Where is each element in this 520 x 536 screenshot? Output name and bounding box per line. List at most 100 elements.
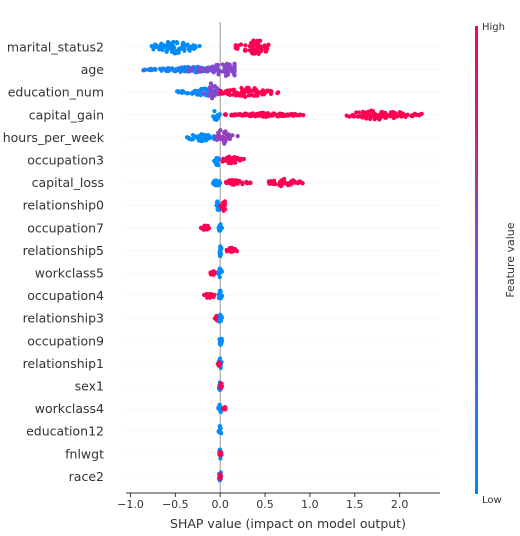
shap-point bbox=[279, 183, 284, 188]
shap-point bbox=[300, 181, 305, 186]
shap-point bbox=[152, 43, 157, 48]
shap-point bbox=[248, 41, 254, 46]
x-axis-title: SHAP value (impact on model output) bbox=[170, 516, 406, 531]
feature-label: relationship5 bbox=[23, 243, 104, 258]
shap-point bbox=[223, 180, 229, 185]
shap-point bbox=[368, 115, 373, 120]
shap-point bbox=[235, 133, 240, 139]
shap-point bbox=[196, 66, 202, 72]
shap-point bbox=[198, 138, 204, 144]
shap-point bbox=[402, 114, 408, 119]
shap-point bbox=[214, 117, 219, 122]
shap-point bbox=[240, 181, 245, 186]
shap-point bbox=[216, 72, 221, 77]
shap-point bbox=[174, 40, 179, 45]
shap-point bbox=[171, 68, 176, 73]
shap-point bbox=[232, 90, 238, 95]
shap-point bbox=[189, 66, 194, 71]
shap-point bbox=[234, 178, 239, 183]
shap-point bbox=[220, 203, 226, 208]
shap-point bbox=[266, 88, 272, 93]
shap-point bbox=[210, 292, 215, 297]
shap-point bbox=[219, 294, 225, 299]
shap-point bbox=[218, 456, 223, 461]
shap-point bbox=[276, 114, 281, 119]
shap-point bbox=[247, 89, 252, 94]
shap-point bbox=[215, 113, 220, 118]
x-tick-label: 2.0 bbox=[391, 498, 409, 511]
shap-point bbox=[255, 93, 260, 98]
shap-point bbox=[218, 452, 223, 457]
shap-point bbox=[225, 72, 231, 77]
shap-point bbox=[170, 43, 175, 48]
shap-point bbox=[181, 89, 186, 94]
shap-point bbox=[230, 133, 235, 138]
shap-point bbox=[227, 89, 232, 94]
shap-point bbox=[217, 319, 222, 324]
feature-label: occupation7 bbox=[27, 220, 104, 235]
shap-point bbox=[397, 110, 402, 115]
shap-point bbox=[261, 110, 266, 115]
shap-point bbox=[248, 180, 253, 185]
shap-point bbox=[176, 66, 181, 71]
shap-point bbox=[205, 66, 210, 71]
shap-point bbox=[222, 70, 227, 75]
shap-point bbox=[214, 62, 219, 68]
shap-point bbox=[227, 178, 232, 183]
shap-point bbox=[270, 113, 275, 118]
shap-point bbox=[412, 111, 417, 117]
shap-point bbox=[252, 51, 257, 56]
shap-point bbox=[211, 271, 216, 276]
shap-point bbox=[279, 178, 284, 183]
shap-point bbox=[220, 159, 225, 164]
shap-point bbox=[344, 113, 349, 118]
shap-point bbox=[216, 428, 221, 434]
shap-point bbox=[205, 295, 210, 300]
shap-point bbox=[214, 137, 220, 142]
shap-point bbox=[217, 226, 222, 231]
shap-point bbox=[268, 91, 274, 97]
shap-point bbox=[377, 117, 382, 122]
shap-point bbox=[223, 405, 228, 410]
x-tick-label: −1.0 bbox=[117, 498, 144, 511]
shap-point bbox=[217, 251, 222, 256]
shap-point bbox=[234, 93, 239, 98]
shap-point bbox=[211, 70, 216, 75]
shap-point bbox=[219, 337, 224, 342]
shap-point bbox=[149, 44, 154, 49]
shap-point bbox=[232, 61, 237, 66]
shap-point bbox=[248, 111, 254, 117]
x-tick-label: 0.0 bbox=[211, 498, 229, 511]
shap-point bbox=[157, 66, 163, 71]
shap-point bbox=[216, 156, 221, 161]
shap-point bbox=[220, 91, 225, 96]
feature-label: workclass4 bbox=[35, 401, 104, 416]
feature-label: education_num bbox=[8, 85, 104, 100]
shap-point bbox=[201, 91, 206, 96]
shap-point bbox=[218, 244, 223, 249]
feature-label: capital_gain bbox=[29, 107, 104, 122]
shap-point bbox=[229, 161, 234, 166]
shap-point bbox=[222, 141, 227, 146]
colorbar: High Low Feature value bbox=[475, 22, 517, 506]
shap-point bbox=[229, 182, 235, 187]
x-axis: −1.0 −0.5 0.0 0.5 1.0 1.5 2.0 SHAP value (impa… bbox=[117, 492, 440, 531]
shap-point bbox=[161, 66, 166, 71]
shap-point bbox=[165, 67, 171, 72]
shap-point bbox=[221, 130, 227, 135]
shap-point bbox=[171, 39, 176, 45]
shap-point bbox=[212, 109, 217, 114]
shap-point bbox=[204, 136, 209, 141]
colorbar-gradient bbox=[475, 26, 478, 494]
shap-point bbox=[249, 92, 254, 97]
shap-point bbox=[216, 130, 221, 135]
shap-point bbox=[393, 111, 398, 116]
shap-point bbox=[212, 158, 217, 163]
shap-point bbox=[242, 47, 248, 53]
x-tick-label: 1.5 bbox=[346, 498, 364, 511]
shap-point bbox=[226, 67, 232, 72]
feature-label: occupation9 bbox=[27, 333, 104, 348]
shap-point bbox=[214, 161, 219, 166]
shap-point bbox=[206, 93, 211, 98]
